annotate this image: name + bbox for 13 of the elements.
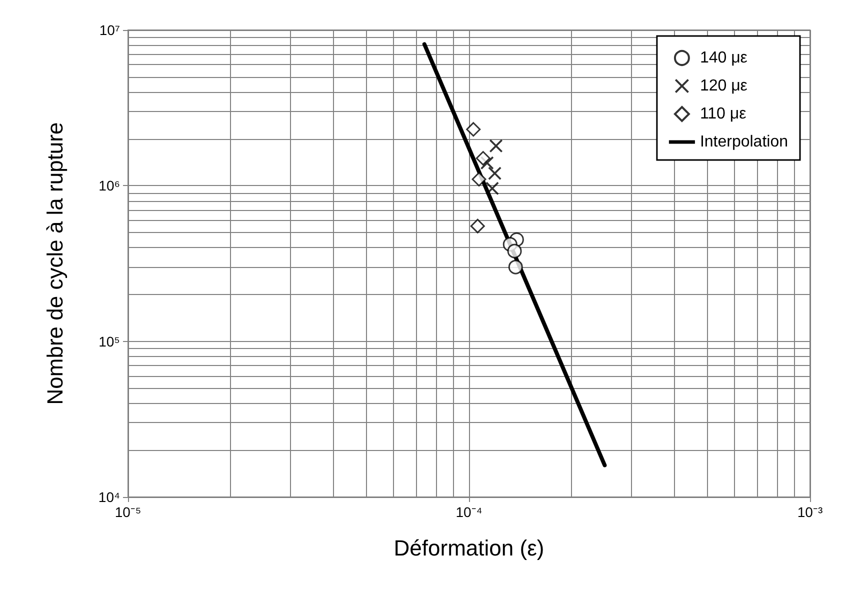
x-axis-title: Déformation (ε) [394,536,544,560]
x-tick-label: 10⁻⁵ [114,504,142,520]
x-tick-label: 10⁻⁴ [456,504,482,520]
y-tick-label: 10⁶ [98,178,120,194]
y-tick-label: 10⁷ [99,22,120,38]
legend-label: 140 με [700,50,748,66]
legend-label: 110 με [700,106,746,122]
y-tick-label: 10⁴ [98,489,120,505]
y-tick-label: 10⁵ [98,333,120,350]
y-axis-title: Nombre de cycle à la rupture [42,122,68,405]
legend-label: Interpolation [700,134,788,150]
x-tick-label: 10⁻³ [797,504,823,520]
legend-label: 120 με [700,78,748,94]
